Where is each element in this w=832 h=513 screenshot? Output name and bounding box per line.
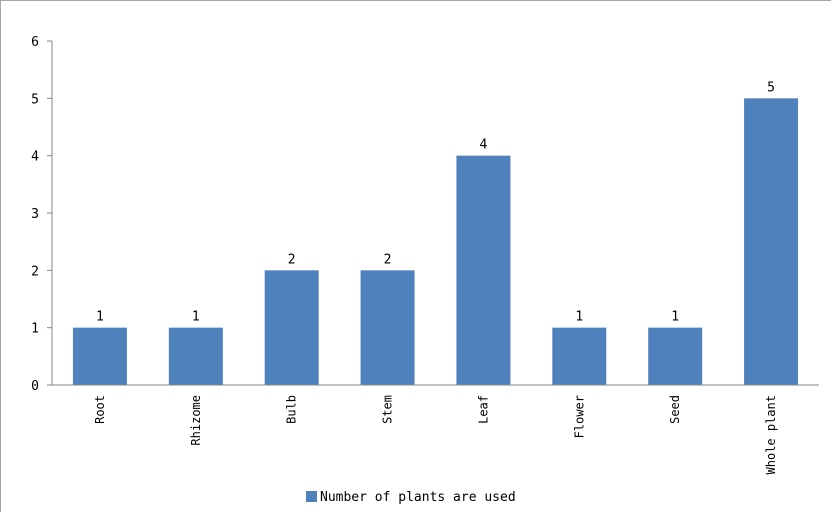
bar [552,327,607,385]
x-tick-label: Whole plant [764,395,778,474]
bar [744,98,799,385]
bar [168,327,223,385]
y-tick-label: 4 [31,150,39,165]
bar [72,327,127,385]
legend: Number of plants are used [306,490,516,505]
bar [456,155,511,385]
x-tick-label: Leaf [476,395,490,424]
x-tick-label: Flower [572,395,586,438]
y-tick-label: 3 [31,207,39,222]
y-axis: 0 1 2 3 4 5 6 [31,35,53,394]
data-labels: 1 1 2 2 4 1 1 5 [96,80,775,324]
bars [72,98,799,385]
bar [648,327,703,385]
legend-label: Number of plants are used [320,490,516,505]
x-tick-label: Bulb [285,395,299,424]
x-tick-label: Root [93,395,107,424]
legend-swatch [306,491,317,502]
y-tick-label: 2 [31,264,39,279]
bar [264,270,319,385]
data-label: 4 [480,138,488,153]
x-tick-label: Rhizome [189,395,203,446]
bar [360,270,415,385]
x-tick-label: Seed [668,395,682,424]
data-label: 1 [575,310,583,325]
data-label: 2 [288,252,296,267]
x-axis: Root Rhizome Bulb Stem Leaf Flower Seed Whole p… [52,384,819,474]
y-tick-label: 1 [31,322,39,337]
y-tick-label: 6 [31,35,39,50]
x-tick-label: Stem [381,395,395,424]
data-label: 5 [767,80,775,95]
data-label: 1 [192,310,200,325]
y-tick-label: 5 [31,92,39,107]
data-label: 1 [96,310,104,325]
data-label: 1 [671,310,679,325]
y-tick-label: 0 [31,379,39,394]
data-label: 2 [384,252,392,267]
